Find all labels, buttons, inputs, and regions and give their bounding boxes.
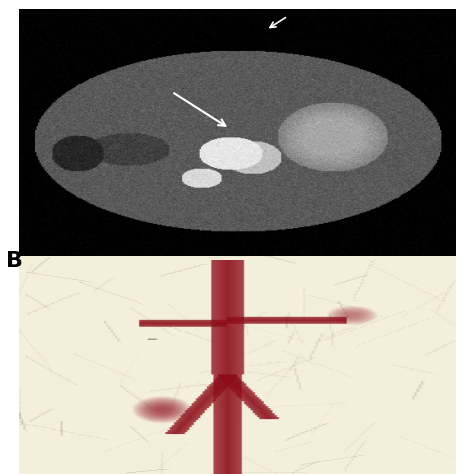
Text: B: B [6, 251, 23, 271]
